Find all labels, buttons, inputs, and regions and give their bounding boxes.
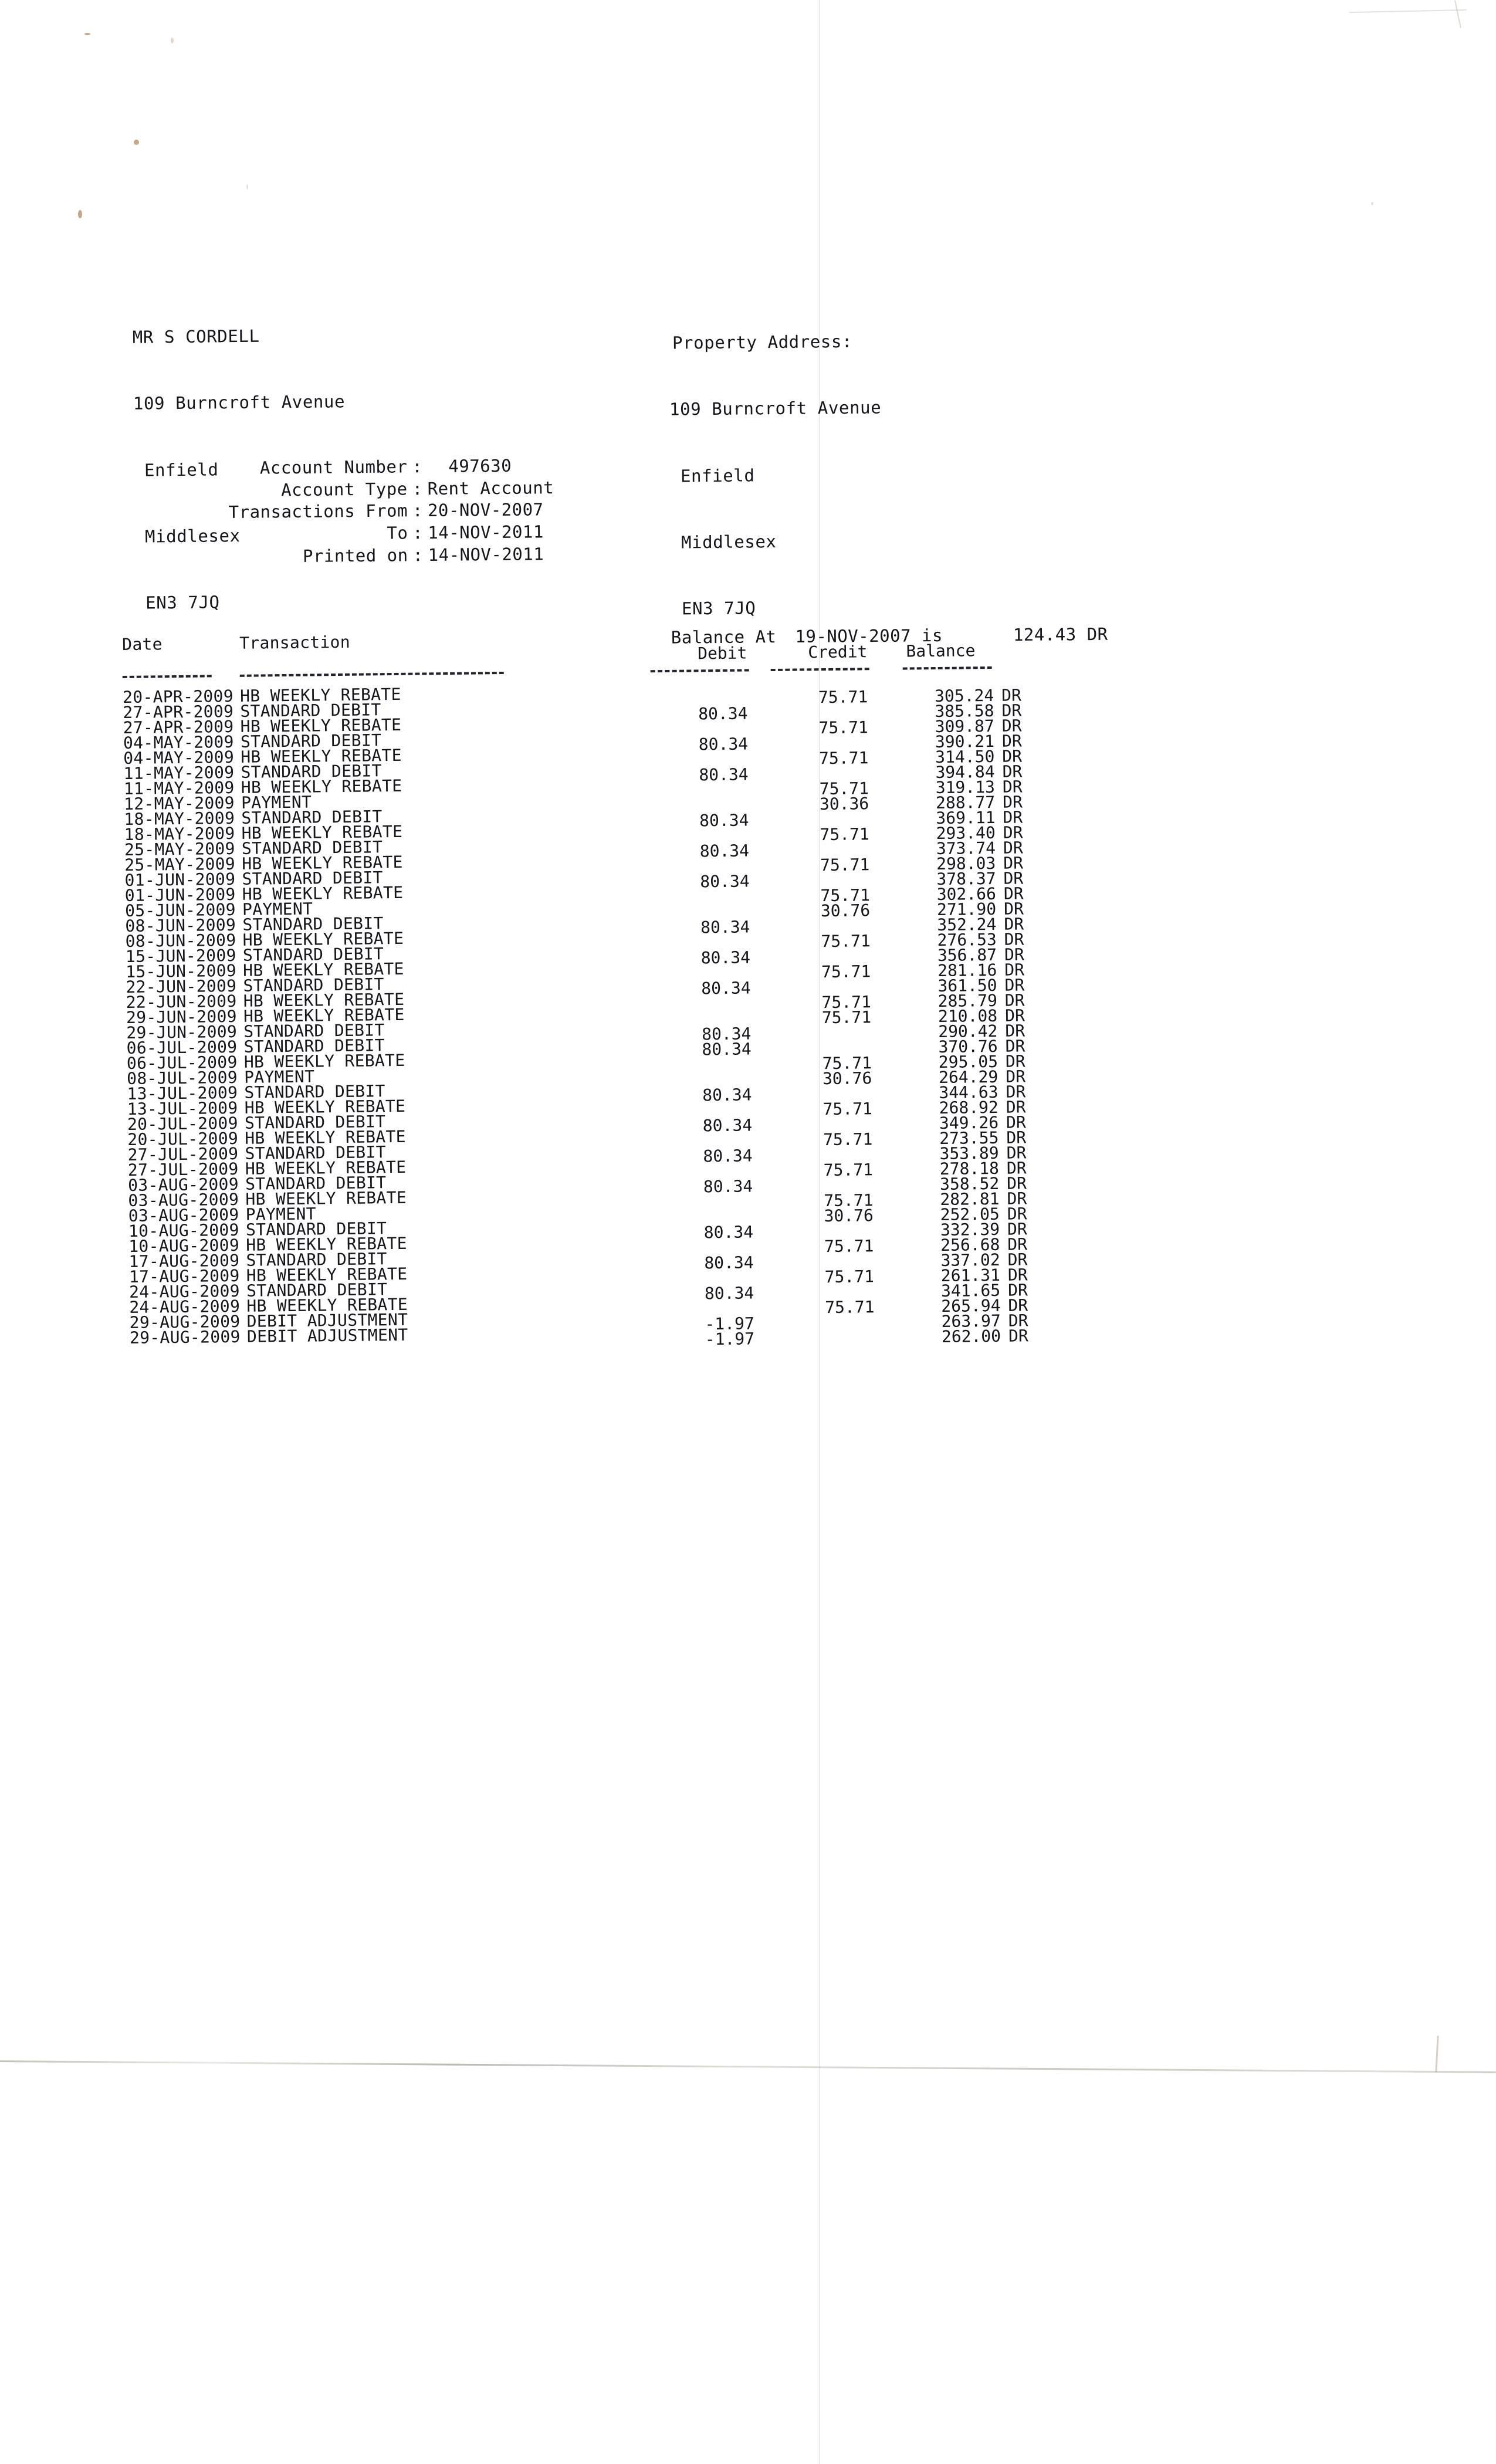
cell-transaction: DEBIT ADJUSTMENT — [246, 1325, 408, 1346]
account-detail-label: Transactions From — [228, 500, 408, 523]
account-detail-row: Printed on:14-NOV-2011 — [171, 543, 555, 568]
mail-address-line: MR S CORDELL — [132, 326, 260, 348]
account-detail-value: 14-NOV-2011 — [428, 522, 544, 543]
paper-bottom-edge — [0, 2060, 1496, 2073]
cell-balance-indicator: DR — [1008, 1326, 1028, 1346]
cell-balance: 262.00 — [941, 1326, 1001, 1346]
property-address-line: Middlesex — [681, 531, 777, 553]
account-detail-separator: : — [412, 478, 423, 499]
account-detail-label: Account Type — [281, 479, 408, 500]
account-detail-separator: : — [412, 456, 423, 477]
account-detail-value: Rent Account — [427, 477, 554, 499]
scan-speck — [1371, 202, 1373, 205]
cell-date: 29-AUG-2009 — [129, 1326, 241, 1348]
cell-debit: -1.97 — [705, 1329, 755, 1349]
property-address-label: Property Address: — [672, 331, 853, 353]
paper-fold-line — [819, 0, 820, 2464]
account-detail-row: Transactions From:20-NOV-2007 — [170, 499, 554, 524]
column-header-debit: Debit — [697, 643, 747, 664]
scan-speck — [171, 38, 174, 43]
rule-segment-transaction — [239, 671, 504, 677]
account-detail-row: Account Number: 497630 — [170, 455, 554, 480]
scan-speck — [246, 184, 248, 189]
account-details-block: Account Number:497630 Account Type: Rent A… — [170, 455, 554, 568]
property-address-line: Enfield — [680, 465, 755, 486]
ledger-row-container: 20-APR-2009 HB WEEKLY REBATE 75.71 305.24 DR… — [123, 676, 1180, 1349]
column-header-balance: Balance — [906, 641, 976, 661]
property-address-line: 109 Burncroft Avenue — [669, 397, 882, 420]
column-header-credit: Credit — [808, 642, 868, 662]
rule-segment-credit — [770, 668, 869, 672]
rule-segment-balance — [902, 666, 992, 670]
mail-address-line: EN3 7JQ — [145, 591, 220, 613]
account-detail-row: To:14-NOV-2011 — [170, 521, 554, 546]
rule-segment-debit — [650, 669, 749, 673]
scan-speck — [84, 33, 90, 35]
account-detail-separator: : — [412, 523, 424, 543]
account-detail-label: Printed on — [302, 545, 408, 566]
account-detail-value: 14-NOV-2011 — [428, 544, 544, 565]
account-detail-row: Account Type: Rent Account — [170, 477, 554, 502]
paper-right-edge — [1435, 2035, 1439, 2073]
rule-segment-date — [122, 675, 212, 678]
account-detail-label: To — [387, 523, 408, 543]
account-detail-value: 497630 — [448, 455, 512, 476]
account-detail-value: 20-NOV-2007 — [427, 499, 544, 521]
scan-speck — [78, 210, 82, 218]
paper-top-edge — [1349, 9, 1467, 13]
account-detail-separator: : — [412, 544, 424, 565]
mail-address-line: 109 Burncroft Avenue — [133, 391, 346, 414]
scan-speck — [134, 140, 139, 145]
account-detail-label: Account Number — [259, 456, 408, 478]
paper-corner-top-right — [1454, 0, 1461, 28]
transaction-ledger: Date Transaction Debit Credit Balance 20… — [122, 624, 1180, 1349]
account-detail-separator: : — [412, 500, 424, 521]
